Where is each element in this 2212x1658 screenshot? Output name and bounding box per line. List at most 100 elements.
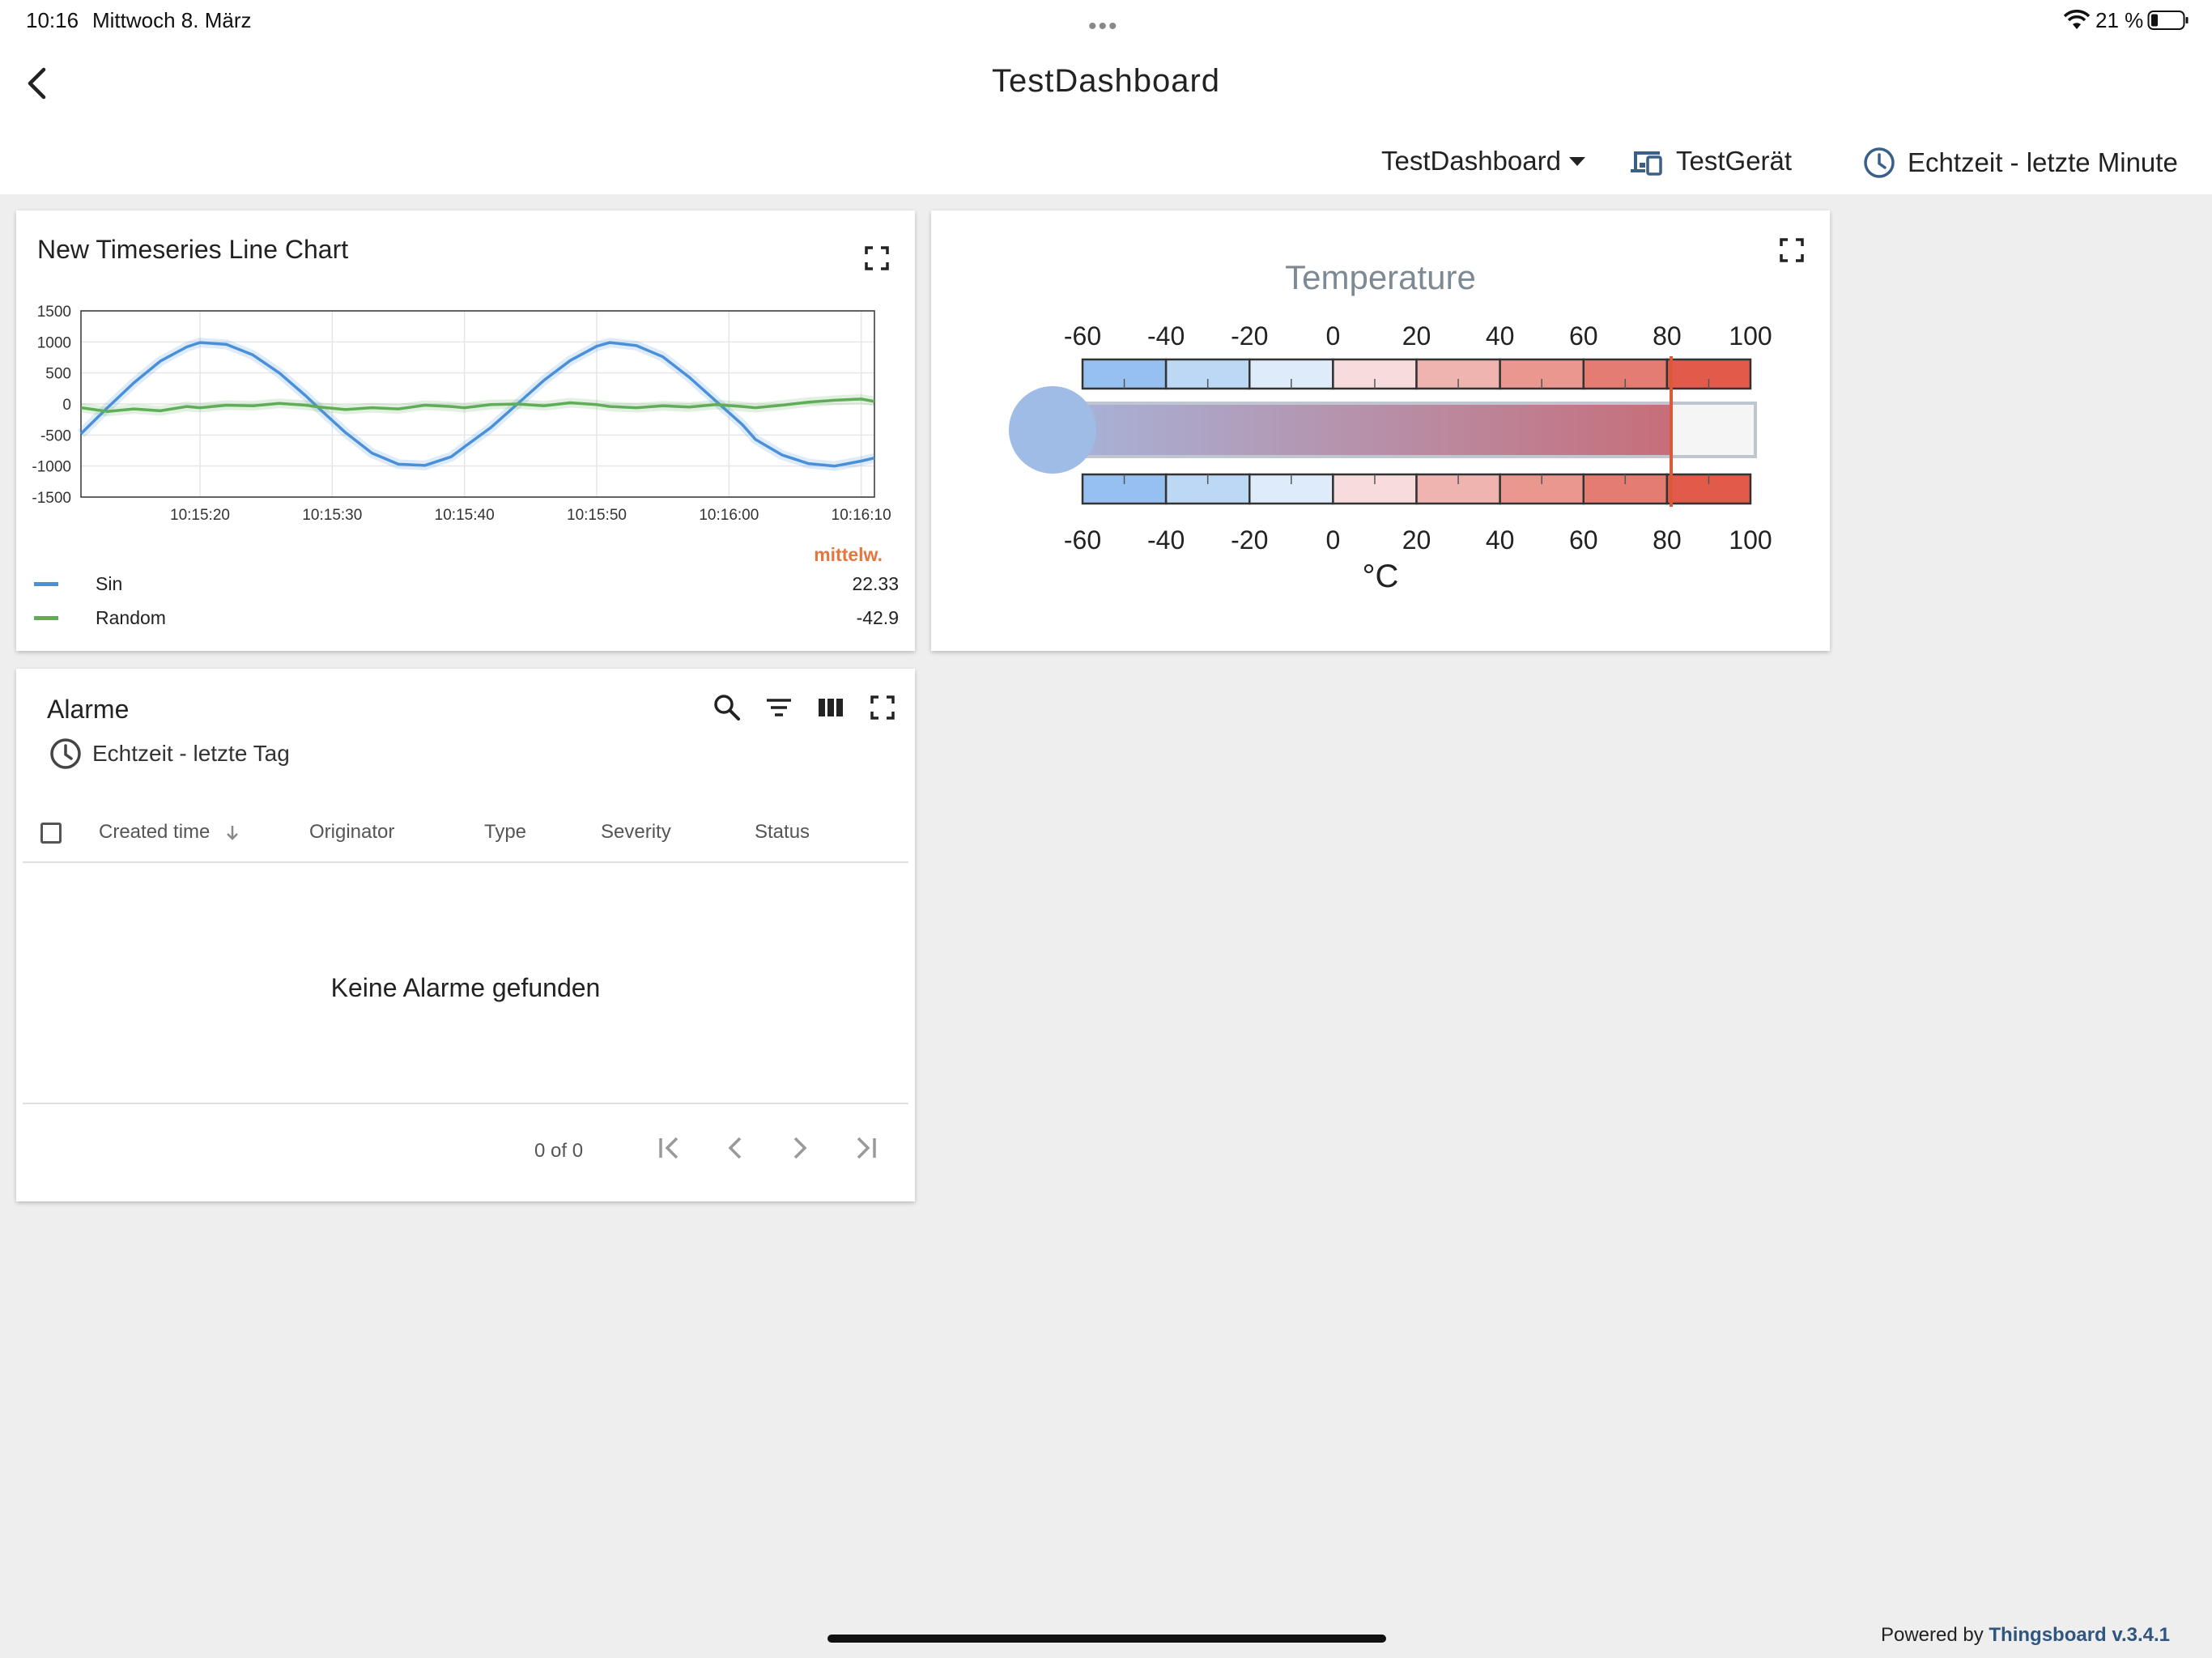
select-all-checkbox[interactable]	[40, 823, 62, 844]
thermometer-title: Temperature	[1285, 258, 1476, 296]
sort-arrow-down-icon	[227, 826, 238, 840]
y-tick-label: -1000	[32, 459, 71, 476]
alarm-timewindow[interactable]: Echtzeit - letzte Tag	[49, 737, 290, 771]
filter-icon[interactable]	[763, 691, 795, 724]
y-tick-label: 1000	[37, 334, 71, 351]
page-title: TestDashboard	[991, 63, 1221, 99]
back-arrow-icon[interactable]	[18, 63, 58, 104]
empty-alarms-message: Keine Alarme gefunden	[330, 973, 601, 1002]
timewindow-label: Echtzeit - letzte Minute	[1908, 147, 2178, 177]
last-page-icon[interactable]	[845, 1129, 884, 1167]
thermometer-widget: Temperature °C -60 -60 -40 -40 -20 -20 0 0 20 20 4…	[931, 210, 1830, 651]
top-bar: 10:16 Mittwoch 8. März ••• 21 % TestDash…	[0, 0, 2212, 194]
home-indicator	[827, 1635, 1386, 1643]
status-date: Mittwoch 8. März	[92, 8, 252, 32]
fullscreen-icon[interactable]	[866, 691, 899, 724]
table-footer-divider	[23, 1103, 908, 1104]
powered-by-footer: Powered by Thingsboard v.3.4.1	[1881, 1624, 2170, 1647]
thermometer-gauge: Temperature °C -60 -60 -40 -40 -20 -20 0 0 20 20 4…	[1009, 258, 1772, 594]
y-tick-label: 0	[62, 397, 71, 414]
y-tick-label: 1500	[37, 304, 71, 321]
scale-tick-label: -60	[1064, 525, 1101, 555]
x-tick-label: 10:15:40	[435, 507, 495, 524]
dashboard-select[interactable]: TestDashboard	[1381, 146, 1585, 176]
pager-range: 0 of 0	[534, 1140, 584, 1162]
column-header-created-time[interactable]: Created time	[99, 821, 241, 844]
column-header-type[interactable]: Type	[484, 821, 527, 843]
legend-value: -42.9	[856, 607, 899, 628]
legend-header: mittelw.	[814, 544, 883, 565]
scale-tick-label: -20	[1231, 525, 1268, 555]
clock-icon	[50, 738, 81, 769]
legend-swatch	[34, 616, 58, 620]
line-chart: 1500 1000 500 0 -500 -1000 -1500 10:15:20 10:15:…	[32, 304, 891, 524]
x-tick-label: 10:16:00	[699, 507, 759, 524]
legend-value: 22.33	[852, 573, 899, 594]
scale-tick-label: 80	[1653, 525, 1682, 555]
previous-page-icon[interactable]	[716, 1129, 755, 1167]
series-line-random	[80, 397, 875, 413]
dashboard-select-label: TestDashboard	[1381, 146, 1561, 176]
scale-tick-label: 20	[1402, 321, 1431, 351]
plot-frame	[80, 310, 875, 498]
scale-tick-label: 60	[1569, 321, 1598, 351]
thermometer-bulb	[1009, 386, 1096, 474]
timewindow-selector[interactable]: Echtzeit - letzte Minute	[1862, 146, 2178, 180]
alarm-timewindow-label: Echtzeit - letzte Tag	[92, 741, 290, 766]
alarm-table-header: Created time Originator Type Severity St…	[23, 806, 908, 863]
columns-icon[interactable]	[815, 691, 847, 724]
battery-percent: 21 %	[2095, 8, 2144, 32]
scale-tick-label: 40	[1486, 525, 1515, 555]
series-line-sin	[79, 341, 875, 468]
column-header-status[interactable]: Status	[755, 821, 810, 843]
status-time: 10:16	[26, 8, 79, 32]
fullscreen-icon[interactable]	[863, 244, 891, 272]
multitasking-dots[interactable]: •••	[1088, 13, 1119, 40]
column-header-originator[interactable]: Originator	[309, 821, 395, 843]
timeseries-chart-widget: New Timeseries Line Chart 1500 1000 500 0 -5…	[16, 210, 915, 651]
scale-tick-label: 0	[1325, 321, 1340, 351]
fullscreen-icon[interactable]	[1778, 236, 1806, 264]
x-tick-label: 10:16:10	[832, 507, 891, 524]
device-label: TestGerät	[1676, 146, 1793, 176]
scale-tick-label: 60	[1569, 525, 1598, 555]
x-tick-label: 10:15:50	[567, 507, 627, 524]
y-tick-label: -1500	[32, 490, 71, 507]
thingsboard-link[interactable]: Thingsboard v.3.4.1	[1989, 1624, 2170, 1646]
device-selector[interactable]: TestGerät	[1629, 146, 1792, 176]
first-page-icon[interactable]	[651, 1129, 690, 1167]
scale-tick-label: 20	[1402, 525, 1431, 555]
legend-row-sin: Sin 22.33	[34, 570, 899, 599]
scale-tick-label: 100	[1729, 525, 1772, 555]
wifi-icon	[2063, 10, 2091, 29]
thermometer-unit: °C	[1363, 559, 1399, 594]
legend-name: Random	[96, 607, 166, 628]
column-label: Created time	[99, 821, 211, 843]
alarm-widget-title: Alarme	[47, 695, 130, 724]
y-tick-label: -500	[40, 427, 71, 444]
powered-by-label: Powered by	[1880, 1624, 1984, 1646]
scale-tick-label: -60	[1064, 321, 1101, 351]
battery-icon	[2147, 11, 2189, 30]
alarms-widget: Alarme Echtzeit - letzte Tag Created tim…	[16, 669, 915, 1201]
scale-tick-label: 0	[1325, 525, 1340, 555]
scale-tick-label: -20	[1231, 321, 1268, 351]
search-icon[interactable]	[711, 691, 743, 724]
scale-tick-label: 100	[1729, 321, 1772, 351]
legend-row-random: Random -42.9	[34, 604, 899, 633]
clock-icon	[1864, 147, 1895, 178]
column-header-severity[interactable]: Severity	[601, 821, 671, 843]
scale-tick-label: -40	[1147, 525, 1185, 555]
scale-tick-label: -40	[1147, 321, 1185, 351]
scale-tick-label: 80	[1653, 321, 1682, 351]
thermometer-fill	[1020, 405, 1672, 455]
legend-name: Sin	[96, 573, 123, 594]
legend-swatch	[34, 582, 58, 586]
x-tick-label: 10:15:30	[302, 507, 362, 524]
next-page-icon[interactable]	[781, 1129, 819, 1167]
devices-icon	[1631, 151, 1662, 176]
caret-down-icon	[1568, 156, 1585, 166]
scale-tick-label: 40	[1486, 321, 1515, 351]
x-tick-label: 10:15:20	[170, 507, 230, 524]
chart-widget-title: New Timeseries Line Chart	[37, 235, 349, 264]
